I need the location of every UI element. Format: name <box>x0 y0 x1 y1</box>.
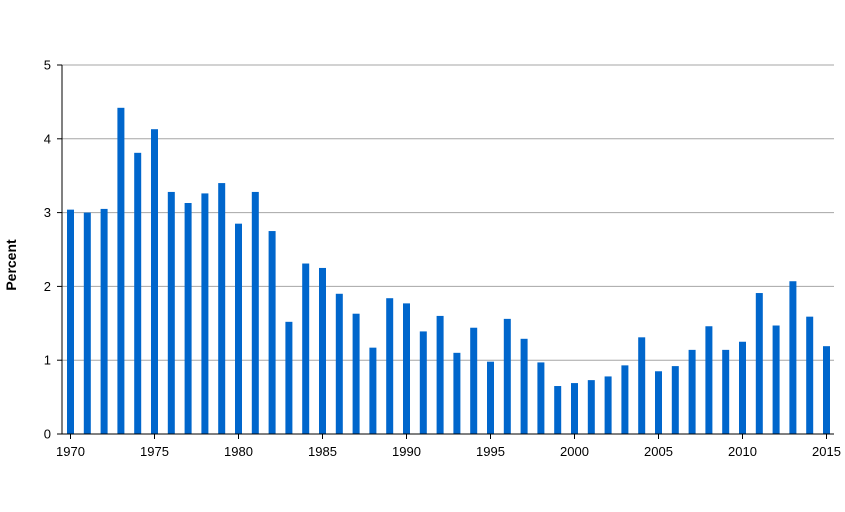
y-tick-label-5: 5 <box>44 58 51 73</box>
x-tick-label-7: 2005 <box>644 444 673 459</box>
bar-1998 <box>537 362 545 434</box>
bar-1973 <box>117 107 125 434</box>
bar-2012 <box>772 325 780 434</box>
bar-2000 <box>571 383 578 434</box>
bar-1974 <box>134 152 142 434</box>
bar-1997 <box>520 338 528 434</box>
x-tick-label-6: 2000 <box>560 444 589 459</box>
x-tick-label-3: 1985 <box>308 444 337 459</box>
bar-1971 <box>83 212 91 434</box>
bar-1984 <box>302 263 310 434</box>
bar-2007 <box>688 349 696 434</box>
bar-1994 <box>470 327 478 434</box>
y-tick-labels: 0 1 2 3 4 5 <box>44 58 51 442</box>
x-tick-label-9: 2015 <box>812 444 841 459</box>
bar-2014 <box>806 316 814 434</box>
bar-1987 <box>352 313 360 434</box>
y-axis-title: Percent <box>3 239 19 291</box>
bar-2010 <box>739 341 746 434</box>
y-tick-label-1: 1 <box>44 353 51 368</box>
bar-1983 <box>285 321 293 434</box>
bar-2001 <box>587 380 595 434</box>
gridlines <box>62 64 834 361</box>
bar-1989 <box>386 298 394 434</box>
bar-1976 <box>167 191 175 434</box>
bar-2009 <box>722 349 730 434</box>
x-tick-labels: 1970 1975 1980 1985 1990 1995 2000 2005 2010 2015 <box>56 444 841 459</box>
bar-1979 <box>218 183 226 434</box>
bar-1986 <box>335 293 343 434</box>
bar-2003 <box>621 365 629 434</box>
bar-1972 <box>100 208 108 434</box>
bar-1988 <box>369 347 377 434</box>
bar-1977 <box>184 203 192 434</box>
x-tick-label-5: 1995 <box>476 444 505 459</box>
bar-1980 <box>235 223 242 434</box>
x-tick-label-2: 1980 <box>224 444 253 459</box>
y-tick-label-2: 2 <box>44 279 51 294</box>
bar-1999 <box>554 386 562 434</box>
bar-1993 <box>453 352 461 434</box>
bar-1992 <box>436 315 444 434</box>
bar-1970 <box>67 209 74 434</box>
x-tick-label-1: 1975 <box>140 444 169 459</box>
bars <box>67 107 830 434</box>
bar-2011 <box>755 293 763 434</box>
bar-1982 <box>268 231 276 434</box>
bar-1985 <box>319 267 326 434</box>
x-tick-label-0: 1970 <box>56 444 85 459</box>
bar-1996 <box>503 318 511 434</box>
bar-1991 <box>419 331 427 434</box>
bar-2005 <box>655 371 662 434</box>
x-tick-label-8: 2010 <box>728 444 757 459</box>
y-tick-label-4: 4 <box>44 131 51 146</box>
bar-1981 <box>251 191 259 434</box>
bar-1978 <box>201 193 209 434</box>
axes <box>57 64 834 439</box>
bar-2002 <box>604 376 612 434</box>
bar-2013 <box>789 281 797 434</box>
bar-1975 <box>151 129 158 434</box>
bar-2015 <box>823 346 830 434</box>
bar-2006 <box>671 366 679 434</box>
bar-1990 <box>403 303 410 434</box>
bar-2004 <box>638 337 646 434</box>
y-tick-label-3: 3 <box>44 205 51 220</box>
bar-1995 <box>487 361 494 434</box>
bar-2008 <box>705 326 713 434</box>
x-tick-label-4: 1990 <box>392 444 421 459</box>
y-tick-label-0: 0 <box>44 427 51 442</box>
